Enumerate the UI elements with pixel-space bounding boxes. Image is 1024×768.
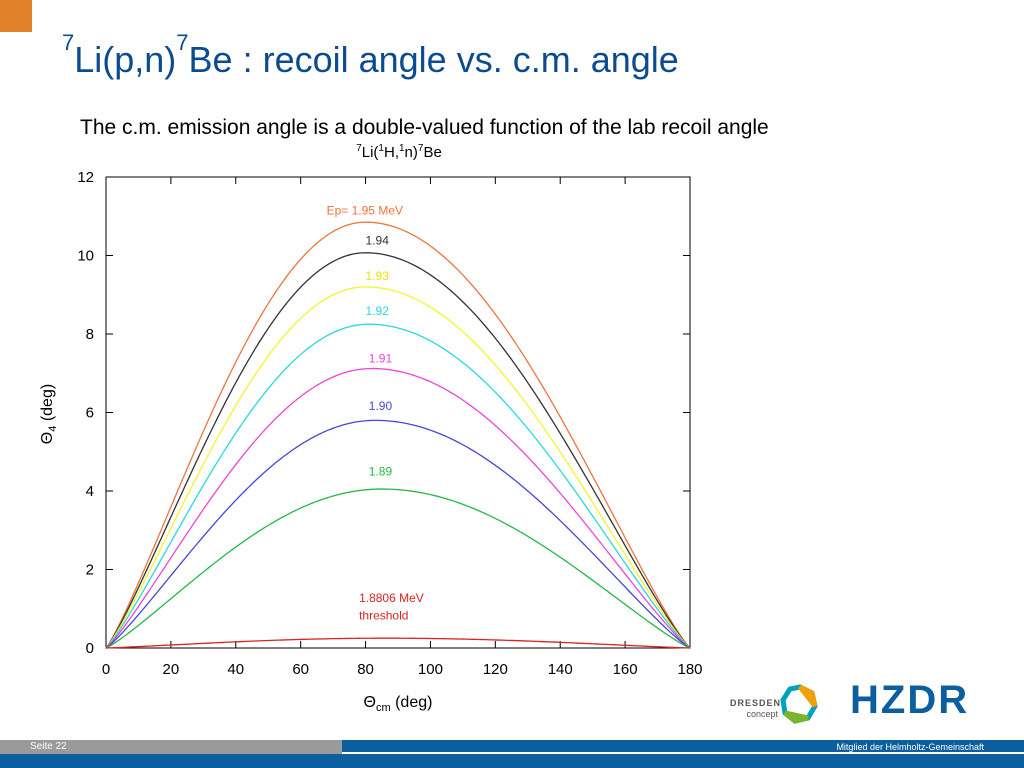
series-label-1: 1.94 — [366, 234, 390, 248]
title-reaction: Li(p,n) — [74, 39, 177, 80]
series-line-0 — [105, 221, 691, 649]
x-tick-label: 80 — [357, 661, 374, 678]
y-tick-label: 2 — [86, 562, 94, 579]
x-tick-label: 40 — [227, 661, 244, 678]
x-tick-label: 60 — [292, 661, 309, 678]
accent-corner-block — [0, 0, 32, 32]
series-label-2: 1.93 — [366, 269, 390, 283]
series-label-0: Ep= 1.95 MeV — [327, 203, 403, 217]
series-line-1 — [105, 252, 691, 649]
footer-left-band — [0, 740, 342, 768]
plot-border — [105, 176, 691, 649]
plot-frame — [105, 176, 691, 649]
helmholtz-member-text: Mitglied der Helmholtz-Gemeinschaft — [836, 742, 984, 752]
y-tick-label: 0 — [86, 640, 94, 657]
dresden-concept-wordmark: DRESDEN concept — [730, 698, 782, 720]
title-mass-number-li: 7 — [62, 30, 75, 55]
series-line-7 — [105, 637, 691, 649]
slide-subtitle: The c.m. emission angle is a double-valu… — [80, 116, 769, 139]
x-tick-label: 120 — [483, 661, 508, 678]
y-tick-label: 4 — [86, 483, 94, 500]
y-tick-label: 12 — [77, 169, 94, 186]
chart-title: 7Li(1H,1n)7Be — [356, 143, 442, 161]
page-number: Seite 22 — [30, 741, 67, 752]
series-labels: Ep= 1.95 MeV 1.94 1.93 1.92 1.91 1.90 1.89 1.88… — [327, 203, 424, 622]
series-line-3 — [105, 323, 691, 649]
footer-right-band — [342, 740, 1024, 768]
hzdr-logo: HZDR — [850, 678, 970, 722]
x-tick-label: 180 — [677, 661, 702, 678]
series-label-7: 1.8806 MeV — [359, 591, 424, 605]
x-tick-label: 140 — [548, 661, 573, 678]
dresden-concept-logo — [780, 684, 818, 724]
axis-ticks: 0 20 40 60 80 100 120 140 160 180 0 2 4 6 8 10 12 — [77, 169, 702, 678]
chart: 7Li(1H,1n)7Be 0 20 40 60 80 100 120 140 160 180 0 2… — [39, 143, 818, 724]
series-line-4 — [105, 367, 691, 649]
slide-title: 7Li(p,n)7Be : recoil angle vs. c.m. angl… — [62, 32, 679, 84]
dresden-line: DRESDEN — [730, 698, 782, 708]
y-tick-label: 10 — [77, 248, 94, 265]
title-rest: Be : recoil angle vs. c.m. angle — [188, 39, 679, 80]
series-line-5 — [105, 419, 691, 649]
series-line-2 — [105, 286, 691, 649]
series-label-4: 1.91 — [369, 351, 393, 365]
series-label-5: 1.90 — [369, 399, 393, 413]
annotation-0: threshold — [359, 609, 408, 623]
concept-line: concept — [746, 709, 778, 719]
x-tick-label: 0 — [102, 661, 110, 678]
y-tick-label: 8 — [86, 326, 94, 343]
x-tick-label: 100 — [418, 661, 443, 678]
y-axis-label: Θ4 (deg) — [39, 384, 59, 444]
title-mass-number-be: 7 — [176, 30, 189, 55]
x-tick-label: 20 — [163, 661, 180, 678]
series-line-6 — [105, 488, 691, 649]
series-lines — [105, 221, 691, 649]
y-tick-label: 6 — [86, 405, 94, 422]
x-tick-label: 160 — [613, 661, 638, 678]
series-label-3: 1.92 — [366, 304, 390, 318]
x-axis-label: Θcm (deg) — [364, 694, 433, 714]
series-label-6: 1.89 — [369, 464, 393, 478]
